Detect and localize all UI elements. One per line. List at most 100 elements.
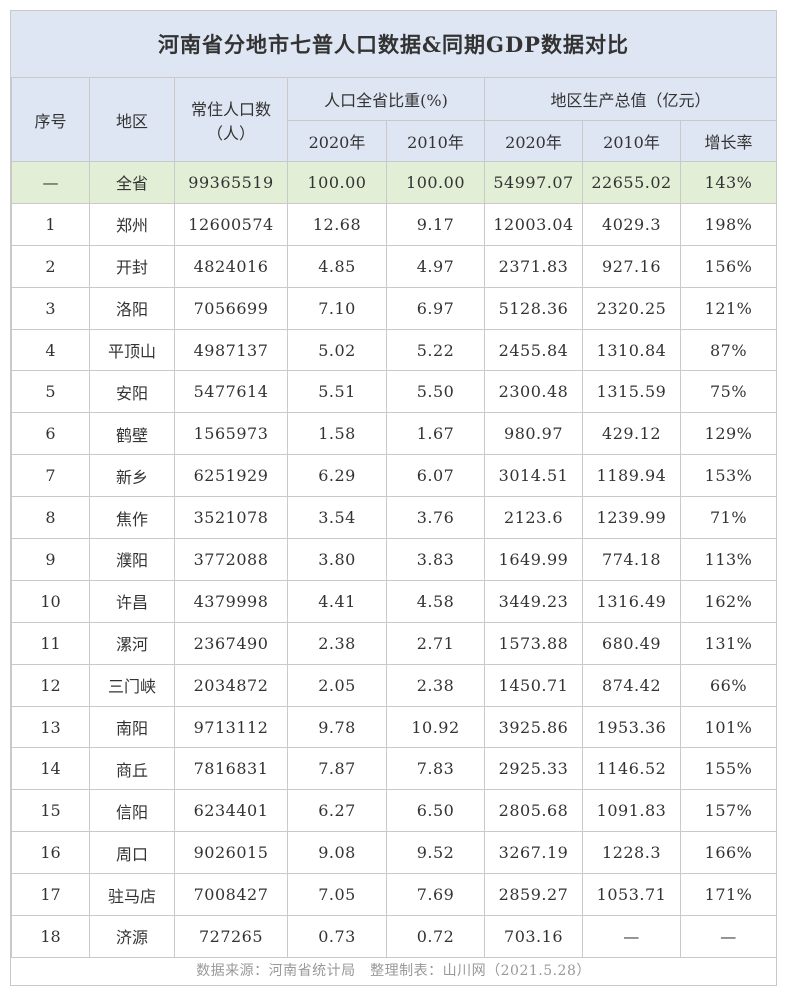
cell-share-2020: 2.38 [287,621,387,665]
cell-region: 周口 [89,831,175,875]
cell-gdp-2010: 22655.02 [582,161,682,204]
cell-seq: 8 [11,496,90,540]
cell-gdp-2020: 3014.51 [484,454,584,498]
header-gdp-2020: 2020年 [484,120,584,162]
cell-gdp-2020: 2371.83 [484,244,584,288]
table-row: 1 郑州 12600574 12.68 9.17 12003.04 4029.3 198% [11,202,778,246]
cell-region: 济源 [89,915,175,958]
cell-growth: 162% [680,579,778,623]
cell-population: 5477614 [174,370,288,414]
header-gdp-2010: 2010年 [582,120,682,162]
cell-gdp-2010: — [582,915,682,958]
cell-share-2020: 3.54 [287,496,387,540]
cell-growth: 129% [680,412,778,456]
cell-share-2010: 4.58 [385,579,486,623]
cell-share-2020: 5.02 [287,328,387,372]
cell-gdp-2010: 927.16 [582,244,682,288]
cell-gdp-2010: 1146.52 [582,747,682,791]
cell-population: 3772088 [174,538,288,581]
population-gdp-table: 序号 地区 常住人口数 （人） 人口全省比重(%) 地区生产总值（亿元） 202… [11,77,778,958]
table-row: 10 许昌 4379998 4.41 4.58 3449.23 1316.49 162% [11,579,778,623]
cell-share-2020: 4.85 [287,244,387,288]
cell-share-2010: 5.22 [385,328,486,372]
cell-growth: 157% [680,789,778,833]
table-title: 河南省分地市七普人口数据&同期GDP数据对比 [11,11,776,77]
cell-seq: — [11,161,90,204]
cell-region: 全省 [89,161,175,204]
cell-seq: 5 [11,370,90,414]
cell-share-2010: 0.72 [385,915,486,958]
cell-share-2010: 9.17 [385,202,486,246]
cell-seq: 16 [11,831,90,875]
cell-share-2010: 3.83 [385,538,486,581]
cell-seq: 9 [11,538,90,581]
cell-population: 9026015 [174,831,288,875]
cell-population: 2367490 [174,621,288,665]
cell-share-2020: 4.41 [287,579,387,623]
table-row: 18 济源 727265 0.73 0.72 703.16— — [11,915,778,958]
cell-gdp-2010: 1315.59 [582,370,682,414]
table-row: 11 漯河 2367490 2.38 2.71 1573.88 680.49 131% [11,621,778,665]
cell-gdp-2020: 12003.04 [484,202,584,246]
cell-gdp-2020: 2925.33 [484,747,584,791]
header-share-group: 人口全省比重(%) [286,77,486,121]
cell-region: 鹤壁 [89,412,175,456]
cell-share-2020: 9.08 [287,831,387,875]
cell-gdp-2010: 1053.71 [582,873,682,917]
cell-share-2010: 5.50 [385,370,486,414]
header-share-2020: 2020年 [287,120,387,162]
cell-growth: 75% [680,370,778,414]
cell-gdp-2020: 980.97 [484,412,584,456]
cell-growth: 171% [680,873,778,917]
cell-population: 6234401 [174,789,288,833]
table-row: 6 鹤壁 1565973 1.58 1.67 980.97 429.12 129% [11,412,778,456]
cell-gdp-2010: 429.12 [582,412,682,456]
cell-growth: 155% [680,747,778,791]
table-row: 3 洛阳 7056699 7.10 6.97 5128.36 2320.25 121% [11,286,778,330]
cell-population: 12600574 [174,202,288,246]
cell-growth: 87% [680,328,778,372]
cell-seq: 14 [11,747,90,791]
cell-share-2010: 100.00 [385,161,486,204]
cell-population: 727265 [174,915,288,958]
table-row: 4 平顶山 4987137 5.02 5.22 2455.84 1310.84 87% [11,328,778,372]
cell-seq: 18 [11,915,90,958]
cell-region: 漯河 [89,621,175,665]
cell-region: 平顶山 [89,328,175,372]
cell-share-2010: 10.92 [385,705,486,749]
cell-seq: 10 [11,579,90,623]
cell-share-2020: 5.51 [287,370,387,414]
cell-growth: 143% [680,161,778,204]
cell-population: 4824016 [174,244,288,288]
cell-share-2020: 7.10 [287,286,387,330]
cell-region: 焦作 [89,496,175,540]
cell-region: 濮阳 [89,538,175,581]
cell-share-2010: 6.07 [385,454,486,498]
cell-gdp-2020: 54997.07 [484,161,584,204]
total-row: — 全省 99365519 100.00 100.00 54997.07 226… [11,161,778,204]
cell-population: 1565973 [174,412,288,456]
cell-seq: 15 [11,789,90,833]
cell-share-2020: 3.80 [287,538,387,581]
cell-population: 99365519 [174,161,288,204]
cell-population: 7816831 [174,747,288,791]
table-row: 9 濮阳 3772088 3.80 3.83 1649.99 774.18 113% [11,538,778,581]
cell-share-2020: 100.00 [287,161,387,204]
cell-growth: 71% [680,496,778,540]
cell-gdp-2010: 874.42 [582,663,682,707]
cell-gdp-2010: 774.18 [582,538,682,581]
cell-region: 信阳 [89,789,175,833]
cell-share-2020: 9.78 [287,705,387,749]
header-region: 地区 [89,77,175,162]
table-row: 16 周口 9026015 9.08 9.52 3267.19 1228.3 166% [11,831,778,875]
source-note: 数据来源：河南省统计局 整理制表：山川网（2021.5.28） [196,962,591,979]
cell-share-2010: 6.97 [385,286,486,330]
cell-seq: 17 [11,873,90,917]
cell-share-2020: 7.87 [287,747,387,791]
cell-gdp-2020: 5128.36 [484,286,584,330]
cell-region: 郑州 [89,202,175,246]
cell-gdp-2010: 1310.84 [582,328,682,372]
cell-gdp-2010: 680.49 [582,621,682,665]
cell-population: 7008427 [174,873,288,917]
cell-seq: 1 [11,202,90,246]
